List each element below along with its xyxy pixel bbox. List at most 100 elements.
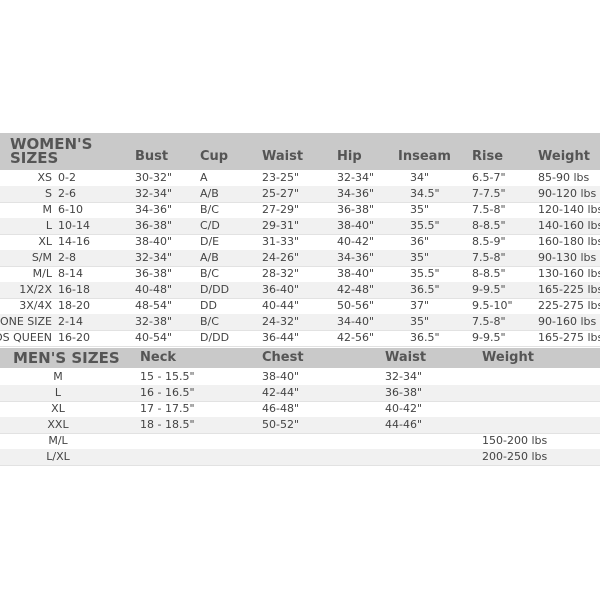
table-cell: 38-40" <box>337 219 375 232</box>
table-cell: 36.5" <box>410 283 440 296</box>
table-row: XS 0-2 30-32" A 23-25" 32-34" 34" 6.5-7" 85-90 l… <box>0 170 600 187</box>
table-cell: 2-6 <box>58 187 76 200</box>
table-cell: 7.5-8" <box>472 203 506 216</box>
table-cell: 38-40" <box>337 267 375 280</box>
women-column-header: Inseam <box>398 149 451 164</box>
table-cell: 6.5-7" <box>472 171 506 184</box>
table-cell: 130-160 lbs <box>538 267 600 280</box>
table-cell: 30-32" <box>135 171 173 184</box>
table-cell: 38-40" <box>135 235 173 248</box>
table-cell: D/DD <box>200 283 230 296</box>
table-cell: 42-44" <box>262 386 300 399</box>
size-cell: XL <box>38 235 52 248</box>
size-cell: ONE SIZE <box>0 315 52 328</box>
table-cell: 6-10 <box>58 203 83 216</box>
table-cell: 17 - 17.5" <box>140 402 195 415</box>
table-cell: 8.5-9" <box>472 235 506 248</box>
table-cell: 34-40" <box>337 315 375 328</box>
table-cell: 225-275 lbs <box>538 299 600 312</box>
table-cell: 200-250 lbs <box>482 450 548 463</box>
women-title-line1: WOMEN'S <box>10 135 93 153</box>
table-cell: 90-120 lbs <box>538 187 597 200</box>
size-cell: 3X/4X <box>19 299 52 312</box>
table-row: OS QUEEN 16-20 40-54" D/DD 36-44" 42-56" 36.5"… <box>0 330 600 347</box>
size-cell: M/L <box>48 434 68 447</box>
table-cell: A/B <box>200 187 219 200</box>
size-cell: L <box>54 386 62 399</box>
women-column-header: Rise <box>472 149 504 164</box>
table-row: 1X/2X 16-18 40-48" D/DD 36-40" 42-48" 36.5" 9-9… <box>0 282 600 299</box>
table-cell: 40-44" <box>262 299 300 312</box>
table-cell: 40-48" <box>135 283 173 296</box>
table-cell: 160-180 lbs <box>538 235 600 248</box>
size-cell: XS <box>37 171 52 184</box>
table-cell: 27-29" <box>262 203 300 216</box>
women-column-header: Bust <box>135 149 169 164</box>
size-cell: M <box>42 203 53 216</box>
table-cell: 28-32" <box>262 267 300 280</box>
table-cell: 32-34" <box>135 251 173 264</box>
table-row: S/M 2-8 32-34" A/B 24-26" 34-36" 35" 7.5-8" 90-1… <box>0 250 600 267</box>
table-cell: 36-40" <box>262 283 300 296</box>
women-title-line2: SIZES <box>10 149 59 167</box>
table-cell: 23-25" <box>262 171 300 184</box>
size-cell: L/XL <box>46 450 70 463</box>
men-title: MEN'S SIZES <box>13 349 120 367</box>
table-cell: 18 - 18.5" <box>140 418 195 431</box>
table-cell: 29-31" <box>262 219 300 232</box>
table-cell: 24-26" <box>262 251 300 264</box>
men-column-header: Neck <box>140 350 177 365</box>
table-cell: 36-38" <box>385 386 423 399</box>
table-cell: 14-16 <box>58 235 90 248</box>
women-column-header: Hip <box>337 149 362 164</box>
table-cell: 18-20 <box>58 299 90 312</box>
table-cell: B/C <box>200 203 219 216</box>
table-row: XXL 18 - 18.5" 50-52" 44-46" <box>0 417 600 434</box>
table-cell: 8-8.5" <box>472 267 506 280</box>
table-cell: 32-34" <box>385 370 423 383</box>
table-cell: 25-27" <box>262 187 300 200</box>
table-cell: 16 - 16.5" <box>140 386 195 399</box>
women-title: WOMEN'S SIZES <box>10 135 93 167</box>
table-cell: 48-54" <box>135 299 173 312</box>
table-cell: 32-34" <box>135 187 173 200</box>
table-row: L 10-14 36-38" C/D 29-31" 38-40" 35.5" 8-8.5" 14… <box>0 218 600 235</box>
size-cell: XL <box>51 402 65 415</box>
table-cell: A/B <box>200 251 219 264</box>
table-cell: 16-18 <box>58 283 90 296</box>
table-cell: 35" <box>410 251 430 264</box>
table-cell: 34" <box>410 171 430 184</box>
table-cell: 34-36" <box>135 203 173 216</box>
table-row: XL 17 - 17.5" 46-48" 40-42" <box>0 401 600 418</box>
table-cell: 35.5" <box>410 267 440 280</box>
table-cell: 9-9.5" <box>472 283 506 296</box>
table-cell: 50-56" <box>337 299 375 312</box>
table-cell: 35.5" <box>410 219 440 232</box>
table-cell: 8-14 <box>58 267 83 280</box>
table-cell: 165-275 lbs <box>538 331 600 344</box>
table-cell: 32-34" <box>337 171 375 184</box>
table-cell: 42-56" <box>337 331 375 344</box>
men-header-band <box>0 348 600 368</box>
table-cell: 7.5-8" <box>472 315 506 328</box>
table-cell: 34.5" <box>410 187 440 200</box>
table-cell: 2-8 <box>58 251 76 264</box>
table-cell: 165-225 lbs <box>538 283 600 296</box>
table-cell: 37" <box>410 299 430 312</box>
table-row: 3X/4X 18-20 48-54" DD 40-44" 50-56" 37" 9.5-10"… <box>0 298 600 315</box>
table-cell: 90-130 lbs <box>538 251 597 264</box>
table-cell: 44-46" <box>385 418 423 431</box>
table-row: M/L 150-200 lbs <box>0 433 600 450</box>
table-row: M/L 8-14 36-38" B/C 28-32" 38-40" 35.5" 8-8.5" 1… <box>0 266 600 283</box>
table-cell: 9.5-10" <box>472 299 513 312</box>
table-cell: 42-48" <box>337 283 375 296</box>
women-header-band <box>0 133 600 170</box>
table-row: M 6-10 34-36" B/C 27-29" 36-38" 35" 7.5-8" 120-1… <box>0 202 600 219</box>
table-cell: 16-20 <box>58 331 90 344</box>
size-cell: OS QUEEN <box>0 331 52 344</box>
table-cell: 36-38" <box>337 203 375 216</box>
table-cell: 0-2 <box>58 171 76 184</box>
table-cell: 36-38" <box>135 267 173 280</box>
table-cell: 40-54" <box>135 331 173 344</box>
table-cell: B/C <box>200 315 219 328</box>
